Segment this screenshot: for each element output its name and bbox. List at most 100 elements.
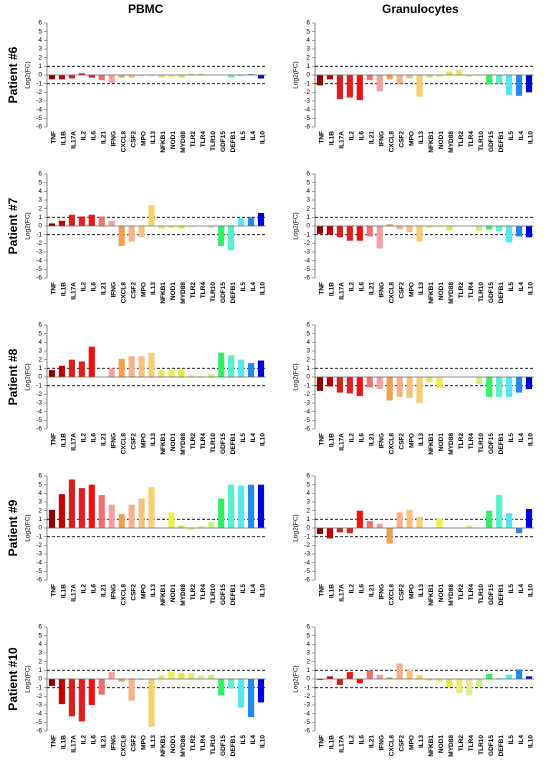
y-tick-label: -4	[36, 408, 42, 415]
bar-nod1	[168, 512, 175, 528]
bar-nfkb1	[158, 226, 165, 229]
bar-defb1	[496, 678, 503, 679]
x-tick-label: IL10	[528, 735, 535, 748]
x-tick-label: IL6	[359, 735, 366, 745]
patient-label: Patient #10	[6, 647, 20, 711]
y-tick-label: 0	[306, 72, 310, 79]
y-tick-label: -1	[304, 231, 310, 238]
x-tick-label: TLR4	[468, 584, 475, 601]
x-tick-label: IL4	[250, 433, 257, 443]
bar-cxcl8	[118, 226, 125, 246]
bar-il13	[148, 487, 155, 528]
x-tick-label: MYD88	[448, 735, 455, 757]
y-tick-label: 3	[306, 46, 310, 53]
bar-ifng	[108, 75, 115, 83]
bar-tnf	[48, 509, 56, 528]
x-tick-label: IL10	[260, 433, 267, 446]
bar-mpo	[406, 226, 413, 233]
y-tick-label: -6	[36, 728, 42, 735]
y-tick-label: 0	[306, 374, 310, 381]
x-tick-label: DEFB1	[230, 584, 237, 606]
x-tick-label: NOD1	[170, 131, 177, 149]
y-tick-label: -4	[304, 106, 310, 113]
x-tick-label: IL5	[240, 584, 247, 594]
bar-ifng	[376, 523, 383, 528]
bar-csf2	[396, 377, 403, 397]
x-tick-label: DEFB1	[498, 131, 505, 153]
x-tick-label: IL21	[368, 735, 375, 748]
bar-il6	[356, 226, 363, 241]
y-tick-label: 2	[306, 205, 310, 212]
x-tick-label: IL6	[91, 433, 98, 443]
bar-tlr2	[456, 679, 463, 693]
y-axis-label: Log2(FC)	[293, 665, 300, 692]
x-tick-label: TLR2	[458, 584, 465, 601]
bar-il17a	[68, 75, 75, 79]
bar-tlr4	[466, 525, 473, 528]
bar-mpo	[406, 509, 413, 528]
y-tick-label: 2	[38, 54, 42, 61]
x-tick-label: NOD1	[170, 433, 177, 451]
bar-tnf	[48, 679, 56, 686]
x-tick-label: IL13	[150, 131, 157, 144]
y-tick-label: -3	[304, 98, 310, 105]
x-tick-label: MPO	[408, 131, 415, 146]
y-tick-label: 1	[38, 516, 42, 523]
x-tick-label: IFNG	[110, 735, 117, 751]
bar-il17a	[336, 377, 343, 393]
x-tick-label: NFKB1	[160, 131, 167, 153]
x-tick-label: DEFB1	[498, 433, 505, 455]
y-tick-label: 2	[306, 356, 310, 363]
bar-mpo	[406, 377, 413, 398]
x-tick-label: TLR2	[190, 433, 197, 450]
bar-tnf	[48, 370, 56, 377]
x-tick-label: DEFB1	[498, 735, 505, 757]
bar-gdf15	[486, 75, 493, 85]
y-tick-label: 4	[38, 641, 42, 648]
y-tick-label: -5	[36, 115, 42, 122]
x-tick-label: TLR4	[200, 282, 207, 299]
x-tick-label: CSF2	[398, 735, 405, 752]
x-tick-label: TLR4	[200, 131, 207, 148]
x-tick-label: IL6	[359, 282, 366, 292]
x-tick-label: IL6	[359, 131, 366, 141]
x-tick-label: IL13	[150, 584, 157, 597]
y-tick-label: 3	[306, 348, 310, 355]
x-tick-label: DEFB1	[498, 282, 505, 304]
x-tick-label: MYD88	[448, 433, 455, 455]
bar-tlr4	[198, 376, 205, 377]
x-tick-label: CSF2	[398, 131, 405, 148]
x-tick-label: IL1B	[329, 735, 336, 749]
bar-csf2	[128, 679, 135, 701]
bar-cxcl8	[386, 377, 393, 401]
x-tick-label: IL5	[240, 131, 247, 141]
y-tick-label: 0	[306, 525, 310, 532]
x-tick-label: NOD1	[170, 584, 177, 602]
x-tick-label: IL17A	[71, 433, 78, 451]
patient-label: Patient #6	[6, 46, 20, 103]
bar-ifng	[108, 220, 115, 226]
y-tick-label: 3	[38, 499, 42, 506]
x-tick-label: GDF15	[220, 282, 227, 303]
y-tick-label: -5	[304, 115, 310, 122]
y-tick-label: -1	[36, 231, 42, 238]
y-tick-label: -2	[304, 542, 310, 549]
x-tick-label: TNF	[319, 584, 326, 597]
x-tick-label: DEFB1	[230, 433, 237, 455]
bar-gdf15	[486, 510, 493, 528]
x-tick-label: GDF15	[488, 584, 495, 605]
bar-il13	[416, 226, 423, 242]
x-tick-label: IL4	[518, 131, 525, 141]
y-tick-label: 0	[38, 676, 42, 683]
y-axis-label: Log2(FC)	[25, 363, 32, 390]
y-axis-label: Log2(FC)	[25, 212, 32, 239]
x-tick-label: IL2	[349, 131, 356, 141]
bar-defb1	[228, 355, 235, 377]
bar-tnf	[48, 223, 56, 226]
x-tick-label: CSF2	[130, 282, 137, 299]
bar-il21	[366, 75, 373, 81]
bar-il1b	[326, 75, 334, 80]
bar-ifng	[376, 75, 383, 92]
y-tick-label: 2	[306, 658, 310, 665]
